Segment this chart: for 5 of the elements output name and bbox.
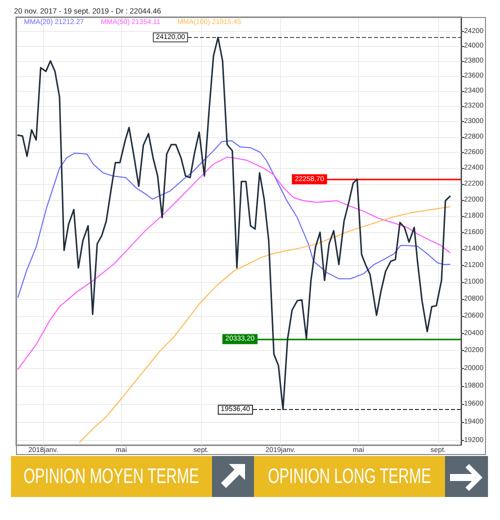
line-series <box>17 156 450 370</box>
line-series <box>79 206 450 443</box>
line-series <box>17 140 450 298</box>
banner: OPINION LONG TERME <box>254 456 488 497</box>
banner: OPINION MOYEN TERME <box>11 456 254 497</box>
